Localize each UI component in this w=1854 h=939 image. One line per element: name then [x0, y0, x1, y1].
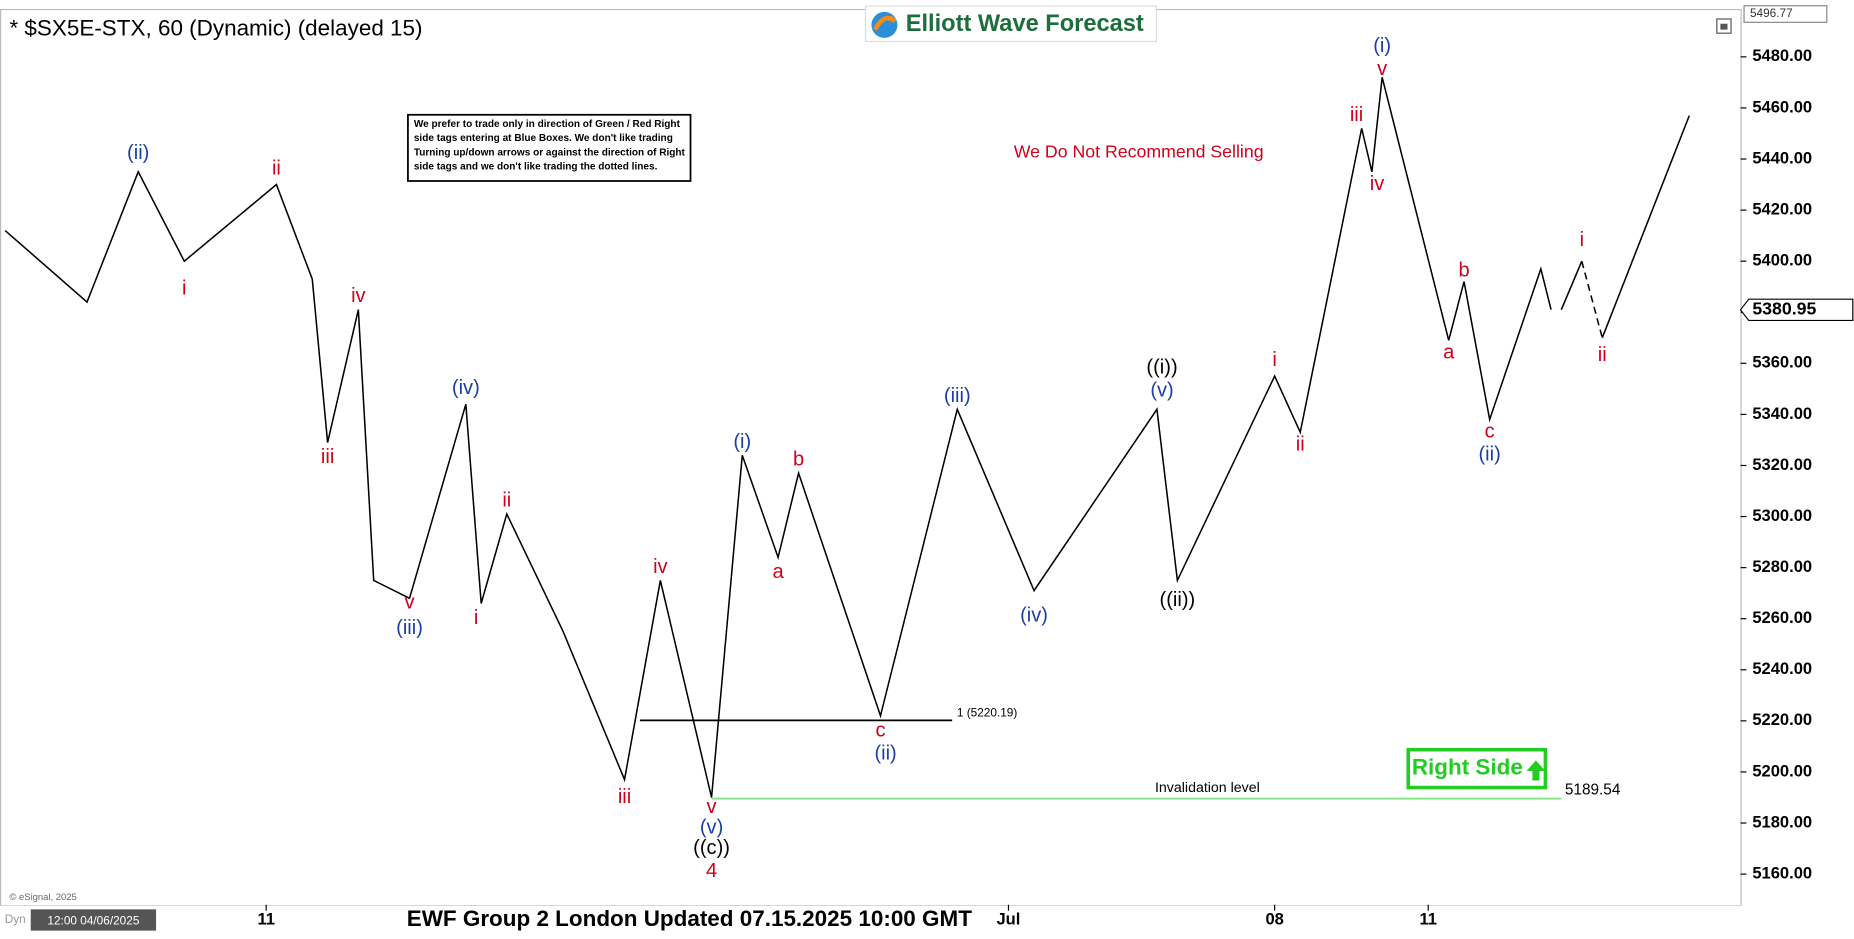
- wave-label: b: [1458, 260, 1469, 282]
- y-tick-label: 5180.00: [1752, 812, 1812, 831]
- wave-label: (iv): [1020, 604, 1048, 626]
- price-line: [4, 77, 1552, 798]
- y-tick-label: 5200.00: [1752, 761, 1812, 780]
- wave-label: iv: [653, 556, 668, 578]
- note-box: [407, 113, 692, 182]
- start-stamp: 12:00 04/06/2025: [47, 913, 139, 927]
- y-tick-label: 5420.00: [1752, 199, 1812, 218]
- mode-label: Dyn: [5, 912, 26, 926]
- x-tick-label: 11: [1419, 909, 1436, 928]
- footer-band: [0, 905, 1854, 939]
- x-tick-label: 11: [257, 909, 275, 928]
- wave-label: i: [474, 607, 478, 629]
- brand-icon-swoosh: [872, 15, 897, 31]
- chart-title: * $SX5E-STX, 60 (Dynamic) (delayed 15): [9, 16, 422, 41]
- y-tick-label: 5260.00: [1752, 608, 1812, 627]
- note-line: side tags and we don't like trading the …: [414, 161, 658, 172]
- right-side-label: Right Side: [1412, 755, 1523, 780]
- warning-text: We Do Not Recommend Selling: [1014, 141, 1264, 161]
- level-value-label: 5189.54: [1565, 781, 1621, 798]
- y-tick-label: 5220.00: [1752, 710, 1812, 729]
- wave-label: 4: [706, 860, 717, 882]
- wave-label: iii: [321, 446, 334, 468]
- note-line: side tags entering at Blue Boxes. We don…: [414, 133, 673, 144]
- up-arrow: [1526, 760, 1546, 781]
- note-line: Turning up/down arrows or against the di…: [414, 147, 686, 158]
- wave-label: (ii): [127, 142, 149, 164]
- wave-label: (ii): [1478, 444, 1500, 466]
- y-tick-label: 5280.00: [1752, 557, 1812, 576]
- y-tick-label: 5340.00: [1752, 404, 1812, 423]
- price-line: [1560, 260, 1583, 310]
- brand-name: Elliott Wave Forecast: [906, 11, 1144, 37]
- x-tick-label: Jul: [996, 909, 1020, 928]
- wave-label: a: [773, 561, 785, 583]
- price-line: [1601, 115, 1691, 339]
- y-tick-label: 5480.00: [1752, 46, 1812, 65]
- wave-label: (iii): [944, 385, 971, 407]
- y-tick-label: 5240.00: [1752, 659, 1812, 678]
- y-tick-label: 5360.00: [1752, 353, 1812, 372]
- wave-label: (ii): [874, 742, 896, 764]
- note-line: We prefer to trade only in direction of …: [414, 119, 681, 130]
- stamp-box: [30, 909, 157, 931]
- brand-box: [864, 5, 1157, 43]
- wave-label: ii: [272, 158, 281, 180]
- last-price: 5380.95: [1752, 299, 1816, 319]
- top-price-box: [1743, 5, 1828, 23]
- wave-label: iii: [618, 786, 631, 808]
- wave-label: i: [1272, 349, 1276, 371]
- wave-label: c: [875, 719, 885, 741]
- y-tick-label: 5300.00: [1752, 506, 1812, 525]
- wave-label: i: [1580, 229, 1584, 251]
- wave-label: (iii): [396, 617, 423, 639]
- wave-label: c: [1485, 421, 1495, 443]
- wave-label: ((i)): [1146, 357, 1177, 379]
- wave-label: (iv): [452, 377, 480, 399]
- wave-label: iv: [1370, 173, 1385, 195]
- wave-label: v: [707, 796, 717, 818]
- wave-label: (v): [700, 816, 723, 838]
- price-line: [1581, 260, 1604, 338]
- plot-layer: 5160.00 5180.00 5200.00 5220.00 5240.00 5260.…: [4, 5, 1854, 928]
- y-tick-label: 5320.00: [1752, 455, 1812, 474]
- wave-label: ii: [502, 490, 511, 512]
- y-tick-label: 5160.00: [1752, 863, 1812, 882]
- y-tick-label: 5400.00: [1752, 251, 1812, 270]
- top-price: 5496.77: [1750, 6, 1793, 20]
- wave-label: v: [1377, 58, 1387, 80]
- last-price-pointer: [1739, 298, 1854, 322]
- wave-label: ((ii)): [1160, 589, 1196, 611]
- footer-text: EWF Group 2 London Updated 07.15.2025 10…: [407, 906, 972, 931]
- wave-label: (i): [733, 431, 751, 453]
- wave-label: iii: [1350, 104, 1363, 126]
- wave-label: a: [1443, 341, 1455, 363]
- wave-label: i: [182, 278, 186, 300]
- copyright: © eSignal, 2025: [9, 892, 76, 903]
- wave-label: ii: [1598, 344, 1607, 366]
- brand-logo: Elliott Wave Forecast: [864, 5, 1157, 43]
- y-tick-label: 5460.00: [1752, 97, 1812, 116]
- wave-label: v: [405, 592, 415, 614]
- wave-label: ((c)): [693, 837, 730, 859]
- wave-label: iv: [351, 285, 366, 307]
- wave-label: (v): [1150, 380, 1173, 402]
- wave-label: ii: [1296, 433, 1305, 455]
- wave-label: b: [793, 449, 804, 471]
- right-side-box: [1406, 747, 1548, 790]
- window-button-icon: [1720, 23, 1728, 30]
- x-tick-label: 08: [1265, 909, 1283, 928]
- level-label: Invalidation level: [1155, 780, 1260, 796]
- wave-label: (i): [1373, 35, 1391, 57]
- y-tick-label: 5440.00: [1752, 148, 1812, 167]
- level-label: 1 (5220.19): [957, 705, 1017, 719]
